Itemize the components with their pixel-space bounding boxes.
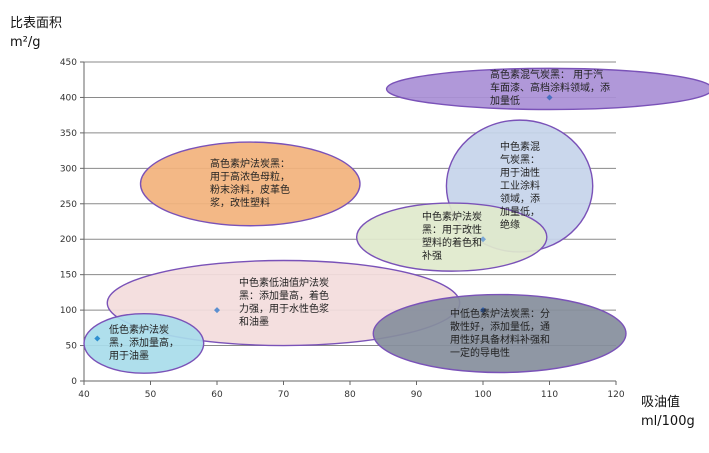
x-tick-label: 70 xyxy=(278,390,290,400)
bubble-label-line: 中色素炉法炭 xyxy=(422,212,482,223)
bubble-label-line: 散性好，添加量低，通 xyxy=(450,322,550,333)
point-layer xyxy=(94,94,553,342)
x-tick-label: 120 xyxy=(607,390,624,400)
x-tick-label: 40 xyxy=(78,390,90,400)
category-bubble xyxy=(385,67,709,111)
axes xyxy=(80,61,617,385)
y-tick-label: 300 xyxy=(60,164,77,174)
category-bubble xyxy=(355,202,548,272)
bubble-label-line: 高色素炉法炭黑： xyxy=(210,159,290,170)
bubble-label-line: 粉末涂料，皮革色 xyxy=(210,185,290,196)
bubble-label-line: 中色素混 xyxy=(500,142,540,153)
bubble-label-line: 和油墨 xyxy=(239,317,269,328)
x-axis-title: 吸油值 ml/100g xyxy=(641,393,695,431)
bubble-label-line: 用性好具备材料补强和 xyxy=(450,335,550,346)
bubble-label: 中色素低油值炉法炭 黑：添加量高，着色 力强，用于水性色浆 和油墨 xyxy=(239,277,329,329)
y-tick-label: 100 xyxy=(60,306,77,316)
bubble-layer xyxy=(83,67,709,374)
bubble-label-line: 黑，添加量高， xyxy=(109,338,179,349)
bubble-label-line: 一定的导电性 xyxy=(450,348,510,359)
x-tick-label: 80 xyxy=(344,390,356,400)
bubble-label: 高色素炉法炭黑： 用于高浓色母粒， 粉末涂料，皮革色 浆，改性塑料 xyxy=(210,158,290,210)
bubble-label-line: 工业涂料 xyxy=(500,181,540,192)
y-tick-label: 450 xyxy=(60,58,77,68)
data-point xyxy=(214,307,220,314)
bubble-label-line: 用于高浓色母粒， xyxy=(210,172,290,183)
bubble-label-line: 中色素低油值炉法炭 xyxy=(239,278,329,289)
bubble-label: 中色素炉法炭 黑：用于改性 塑料的着色和 补强 xyxy=(422,211,482,263)
y-axis-title: 比表面积 m²/g xyxy=(10,14,62,52)
y-tick-label: 50 xyxy=(66,342,78,352)
bubble-label-line: 车面漆、高档涂料领域，添 xyxy=(490,83,610,94)
y-tick-label: 350 xyxy=(60,129,77,139)
y-tick-label: 200 xyxy=(60,235,77,245)
bubble-label: 中色素混气炭黑： 用于油性工业涂料领域，添加量低， 绝缘 xyxy=(500,141,540,232)
bubble-label-line: 用于油墨 xyxy=(109,351,149,362)
data-point xyxy=(546,94,553,101)
bubble-label-line: 高色素混气炭黑： 用于汽 xyxy=(490,70,604,81)
data-point xyxy=(480,236,486,243)
bubble-label-line: 用于油性 xyxy=(500,168,540,179)
x-tick-label: 110 xyxy=(541,390,558,400)
bubble-label-line: 气炭黑： xyxy=(500,155,540,166)
bubble-label-line: 绝缘 xyxy=(500,220,520,231)
bubble-label-line: 加量低， xyxy=(500,207,540,218)
x-axis-label-line2: ml/100g xyxy=(641,414,695,429)
y-tick-label: 400 xyxy=(60,93,77,103)
bubble-label-line: 黑：用于改性 xyxy=(422,225,482,236)
bubble-label-line: 黑：添加量高，着色 xyxy=(239,291,329,302)
x-tick-label: 50 xyxy=(145,390,157,400)
category-bubble xyxy=(372,293,627,374)
bubble-label-line: 补强 xyxy=(422,251,442,262)
y-axis-label-line1: 比表面积 xyxy=(10,16,63,31)
bubble-label-line: 浆，改性塑料 xyxy=(210,198,270,209)
bubble-label: 中低色素炉法炭黑：分 散性好，添加量低，通 用性好具备材料补强和 一定的导电性 xyxy=(450,308,550,360)
x-tick-label: 60 xyxy=(211,390,223,400)
y-tick-label: 0 xyxy=(71,377,77,387)
category-bubble xyxy=(83,312,205,374)
y-tick-label: 150 xyxy=(60,271,77,281)
x-tick-label: 100 xyxy=(474,390,491,400)
category-bubble xyxy=(139,141,361,227)
bubble-label-line: 加量低 xyxy=(490,96,520,107)
bubble-label-line: 领域，添 xyxy=(500,194,540,205)
data-point xyxy=(480,307,486,314)
x-tick-label: 90 xyxy=(411,390,423,400)
bubble-label-line: 力强，用于水性色浆 xyxy=(239,304,329,315)
data-point xyxy=(94,335,101,342)
y-tick-label: 250 xyxy=(60,200,77,210)
tick-labels: 0 50 100 150 200 250 300 350 400 450 40 50 60 70 80 90 1… xyxy=(60,58,625,400)
bubble-label-line: 中低色素炉法炭黑：分 xyxy=(450,309,550,320)
bubble-label-line: 低色素炉法炭 xyxy=(109,325,169,336)
bubble-label-line: 塑料的着色和 xyxy=(422,238,482,249)
x-axis-label-line1: 吸油值 xyxy=(641,395,681,410)
bubble-label: 高色素混气炭黑： 用于汽 车面漆、高档涂料领域，添 加量低 xyxy=(490,69,610,108)
y-axis-label-line2: m²/g xyxy=(10,35,41,50)
bubble-label: 低色素炉法炭 黑，添加量高， 用于油墨 xyxy=(109,324,179,363)
